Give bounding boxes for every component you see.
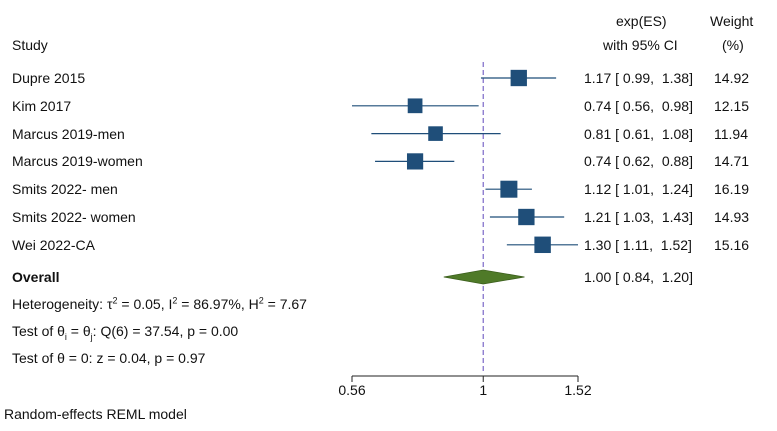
study-name: Wei 2022-CA xyxy=(12,236,96,253)
study-name: Kim 2017 xyxy=(12,97,72,114)
study-name: Smits 2022- women xyxy=(12,209,136,225)
study-ci-text: 1.21 [ 1.03, 1.43] xyxy=(584,209,693,225)
study-column-header: Study xyxy=(12,37,48,53)
overall-diamond xyxy=(443,269,525,285)
study-marker xyxy=(510,69,527,87)
study-marker xyxy=(500,180,518,198)
study-marker xyxy=(406,153,424,170)
overall-ci-text: 1.00 [ 0.84, 1.20] xyxy=(584,269,693,285)
weight-column-header-line2: (%) xyxy=(722,37,744,53)
study-name: Smits 2022- men xyxy=(12,181,118,198)
test-zero: Test of θ = 0: z = 0.04, p = 0.97 xyxy=(12,350,206,366)
study-ci-text: 0.74 [ 0.56, 0.98] xyxy=(584,97,693,114)
study-marker xyxy=(428,126,443,141)
study-weight: 12.15 xyxy=(714,97,750,114)
study-ci-text: 1.12 [ 1.01, 1.24] xyxy=(584,181,693,198)
study-name: Marcus 2019-men xyxy=(12,125,125,142)
study-ci-text: 1.30 [ 1.11, 1.52] xyxy=(584,236,692,253)
test-equality: Test of θi = θj: Q(6) = 37.54, p = 0.00 xyxy=(12,323,239,342)
study-weight: 15.16 xyxy=(714,236,750,253)
es-column-header-line2: with 95% CI xyxy=(603,37,678,53)
study-ci-text: 0.81 [ 0.61, 1.08] xyxy=(584,125,693,142)
x-tick-label: 0.56 xyxy=(338,382,366,398)
study-weight: 16.19 xyxy=(714,181,750,198)
study-name: Dupre 2015 xyxy=(12,70,86,86)
overall-label: Overall xyxy=(12,269,60,285)
x-tick-label: 1 xyxy=(479,382,488,398)
study-marker xyxy=(534,236,551,254)
study-weight: 11.94 xyxy=(714,125,748,142)
heterogeneity-stats: Heterogeneity: τ2 = 0.05, I2 = 86.97%, H… xyxy=(12,295,307,312)
study-ci-text: 0.74 [ 0.62, 0.88] xyxy=(584,153,693,170)
study-weight: 14.71 xyxy=(714,153,750,170)
model-footer: Random-effects REML model xyxy=(4,406,187,422)
study-marker xyxy=(407,98,423,114)
study-name: Marcus 2019-women xyxy=(12,153,143,170)
es-column-header-line1: exp(ES) xyxy=(616,13,667,29)
x-tick-label: 1.52 xyxy=(564,382,592,398)
study-weight: 14.92 xyxy=(714,70,750,86)
study-weight: 14.93 xyxy=(714,209,750,225)
study-marker xyxy=(518,208,535,226)
study-ci-text: 1.17 [ 0.99, 1.38] xyxy=(584,70,693,86)
weight-column-header-line1: Weight xyxy=(710,13,754,29)
